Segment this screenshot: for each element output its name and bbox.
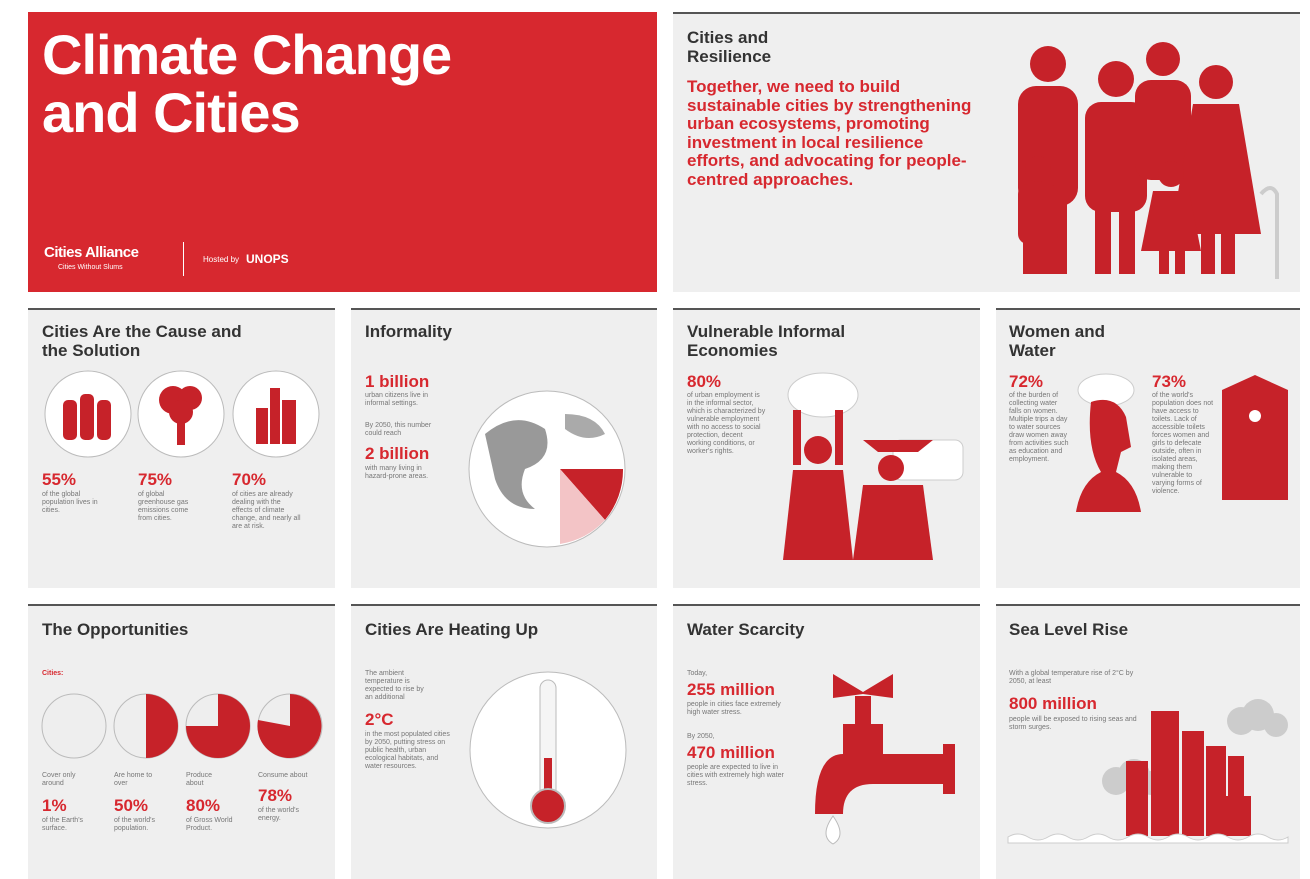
- stat-post: of Gross World Product.: [186, 817, 233, 832]
- stat-value: 80%: [687, 372, 722, 391]
- stat-text: people are expected to live in cities wi…: [687, 764, 784, 787]
- stat-text: of the burden of collecting water falls …: [1009, 392, 1069, 463]
- stat-text: Today,: [687, 670, 708, 677]
- header-panel: Climate Change and Cities Cities Allianc…: [28, 12, 657, 292]
- stat-value: 78%: [258, 786, 293, 805]
- tap: [815, 674, 955, 845]
- stat-pre: Produce about: [186, 772, 213, 787]
- stat-value: 80%: [186, 796, 221, 815]
- water-panel: Water Scarcity Today, 255 million people…: [673, 604, 980, 879]
- economies-panel: Vulnerable Informal Economies 80% of urb…: [673, 308, 980, 588]
- stat-value: 55%: [42, 470, 77, 489]
- hosted-by: Hosted by: [203, 255, 240, 264]
- stat-post: of the world's population.: [114, 817, 156, 832]
- cause-icons: [44, 370, 320, 458]
- logo: Cities Alliance: [44, 244, 139, 261]
- stat-text: of cities are already dealing with the e…: [232, 491, 301, 530]
- stat-text: By 2050,: [687, 733, 715, 740]
- panel-title: Women and Water: [1009, 322, 1106, 360]
- stat-pre: Are home to over: [114, 772, 153, 787]
- thermometer: [469, 671, 627, 829]
- stat-text: The ambient temperature is expected to r…: [365, 670, 424, 701]
- people-illustration: [1018, 42, 1279, 279]
- panel-title: Cities Are the Cause and the Solution: [42, 322, 242, 360]
- stat-text: of the global population lives in cities…: [42, 491, 98, 514]
- women-panel: Women and Water 72% of the burden of col…: [996, 308, 1300, 588]
- stat-text: By 2050, this number could reach: [365, 422, 432, 437]
- stat-post: of the world's energy.: [258, 807, 300, 822]
- stat-value: 50%: [114, 796, 149, 815]
- stat-value: 70%: [232, 470, 267, 489]
- panel-title: The Opportunities: [42, 620, 189, 639]
- panel-title: Sea Level Rise: [1009, 620, 1129, 639]
- stat-value: 1 billion: [365, 372, 430, 391]
- cause-panel: Cities Are the Cause and the Solution 55…: [28, 308, 335, 588]
- label: Cities:: [42, 670, 64, 677]
- stat-text: people in cities face extremely high wat…: [687, 701, 781, 716]
- stat-value: 1%: [42, 796, 67, 815]
- stat-text: urban citizens live in informal settings…: [365, 392, 429, 407]
- city-illustration: [1007, 699, 1289, 844]
- stat-value: 72%: [1009, 372, 1044, 391]
- heating-panel: Cities Are Heating Up The ambient temper…: [351, 604, 657, 879]
- opportunities-panel: The Opportunities Cities: Cover only aro…: [28, 604, 335, 879]
- stat-text: people will be exposed to rising seas an…: [1009, 716, 1137, 731]
- informality-panel: Informality 1 billion urban citizens liv…: [351, 308, 657, 588]
- globe-charts: [41, 693, 323, 759]
- panel-title: Informality: [365, 322, 452, 341]
- stat-pre: Consume about: [258, 772, 308, 779]
- stat-text: of global greenhouse gas emissions come …: [138, 491, 189, 522]
- women-icons: [1076, 373, 1288, 512]
- stat-text: of urban employment is in the informal s…: [687, 392, 766, 455]
- workers-illustration: [783, 372, 964, 560]
- panel-title: Cities Are Heating Up: [365, 620, 539, 639]
- globe: [468, 390, 626, 548]
- stat-post: of the Earth's surface.: [42, 817, 84, 832]
- resilience-panel: Cities and Resilience Together, we need …: [673, 12, 1300, 292]
- stat-text: With a global temperature rise of 2°C by…: [1009, 670, 1134, 685]
- stat-value: 255 million: [687, 680, 775, 699]
- main-title: Climate Change and Cities: [42, 23, 452, 144]
- stat-text: of the world's population does not have …: [1152, 392, 1214, 495]
- stat-value: 2 billion: [365, 444, 430, 463]
- stat-value: 2°C: [365, 710, 394, 729]
- panel-title: Cities and Resilience: [687, 28, 772, 66]
- quote: Together, we need to build sustainable c…: [687, 77, 972, 189]
- sea-panel: Sea Level Rise With a global temperature…: [996, 604, 1300, 879]
- logo-tagline: Cities Without Slums: [58, 264, 123, 271]
- stat-value: 75%: [138, 470, 173, 489]
- stat-pre: Cover only around: [42, 772, 76, 787]
- stat-value: 73%: [1152, 372, 1187, 391]
- host: UNOPS: [246, 252, 289, 266]
- panel-title: Water Scarcity: [687, 620, 805, 639]
- stat-value: 470 million: [687, 743, 775, 762]
- panel-title: Vulnerable Informal Economies: [687, 322, 846, 360]
- divider: [183, 242, 184, 276]
- stat-value: 800 million: [1009, 694, 1097, 713]
- stat-text: with many living in hazard-prone areas.: [365, 465, 429, 480]
- stat-text: in the most populated cities by 2050, pu…: [365, 731, 450, 770]
